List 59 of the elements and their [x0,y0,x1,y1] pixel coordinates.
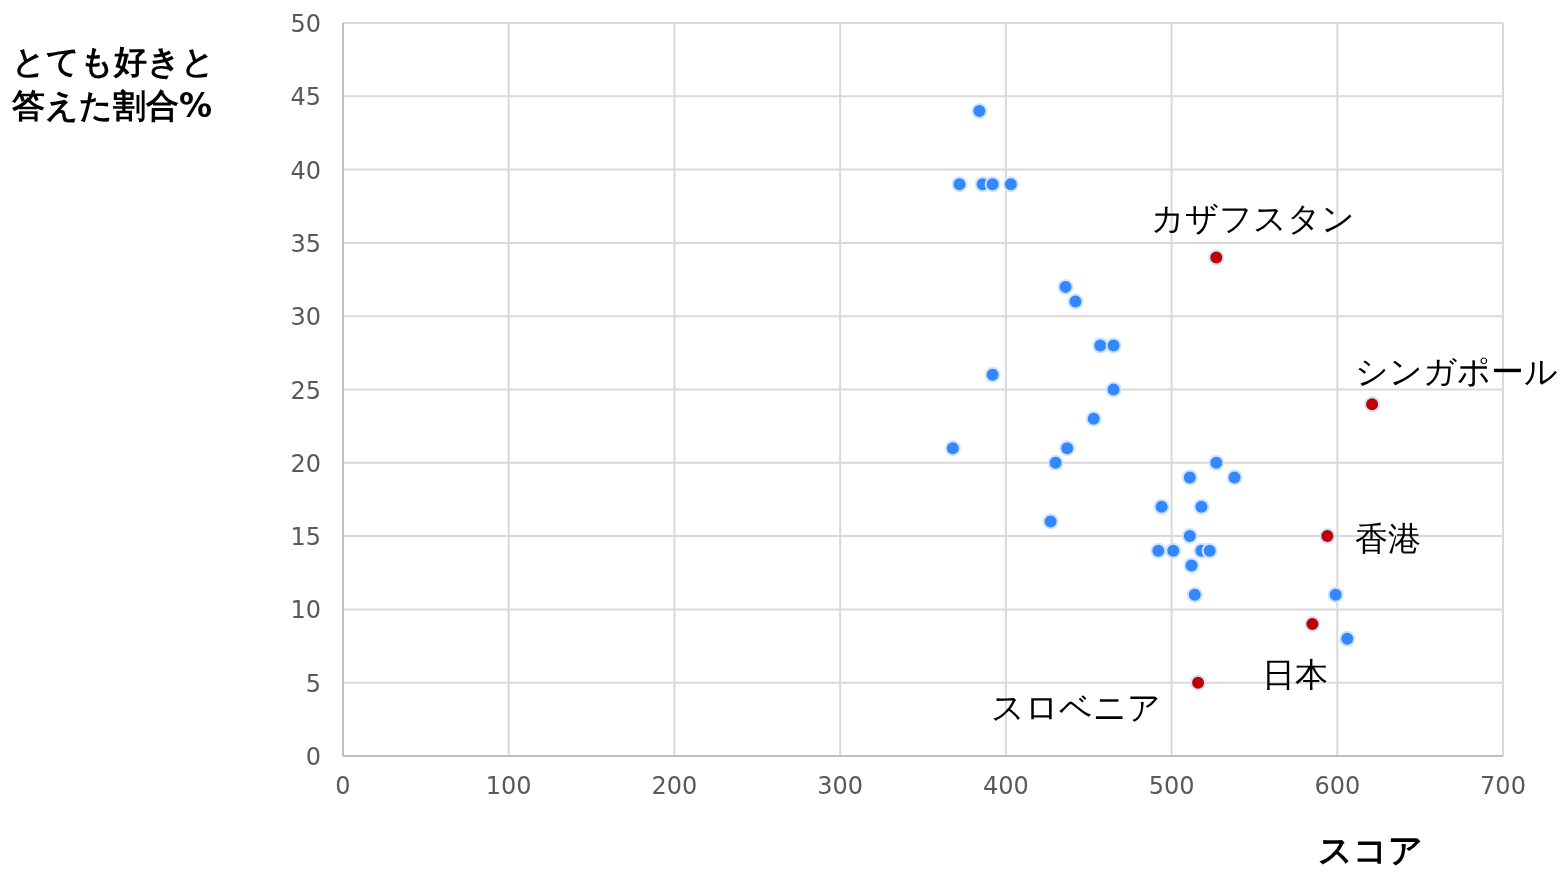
point [984,366,1001,383]
y-tick-label: 15 [290,523,321,552]
x-tick-label: 600 [1314,772,1361,800]
point [1304,616,1321,633]
point [1057,278,1074,295]
y-axis-title: とても好きと答えた割合% [12,41,216,127]
point [1339,630,1356,647]
point [1208,454,1225,471]
annotation: シンガポール [1355,352,1559,392]
annotation: カザフスタン [1151,198,1356,238]
y-tick-label: 25 [290,376,321,405]
point [1059,440,1076,457]
point [1002,176,1019,193]
point [1181,469,1198,486]
point [1193,498,1210,515]
point [1105,337,1122,354]
point [1150,542,1167,559]
x-tick-label: 100 [485,772,532,800]
y-tick-label: 40 [290,156,321,185]
x-axis-title: スコア [1316,829,1424,871]
point [1181,528,1198,545]
point [1153,498,1170,515]
y-tick-label: 20 [290,449,321,478]
point [971,102,988,119]
point [1165,542,1182,559]
y-tick-label: 10 [290,596,321,625]
y-tick-label: 5 [305,669,321,698]
x-tick-label: 500 [1148,772,1195,800]
point [1085,410,1102,427]
point [951,176,968,193]
x-tick-label: 400 [982,772,1029,800]
x-tick-label: 700 [1480,772,1526,800]
point [1183,557,1200,574]
annotation: 日本 [1262,655,1329,695]
y-tick-label: 30 [290,303,321,332]
point [1327,586,1344,603]
point [1105,381,1122,398]
y-tick-label: 50 [290,10,321,38]
x-tick-label: 300 [817,772,864,800]
point [984,176,1001,193]
x-tick-label: 0 [335,772,351,800]
point [1201,542,1218,559]
annotation: 香港 [1355,519,1422,559]
point [1364,396,1381,413]
point [1319,528,1336,545]
x-tick-label: 200 [651,772,698,800]
y-tick-label: 45 [290,83,321,112]
point [1047,454,1064,471]
point [1067,293,1084,310]
point [944,440,961,457]
point [1226,469,1243,486]
point [1208,249,1225,266]
point [1042,513,1059,530]
point [1092,337,1109,354]
point [1190,674,1207,691]
y-tick-label: 35 [290,229,321,258]
y-tick-label: 0 [305,743,321,771]
point [1186,586,1203,603]
annotation: スロベニア [991,687,1162,727]
